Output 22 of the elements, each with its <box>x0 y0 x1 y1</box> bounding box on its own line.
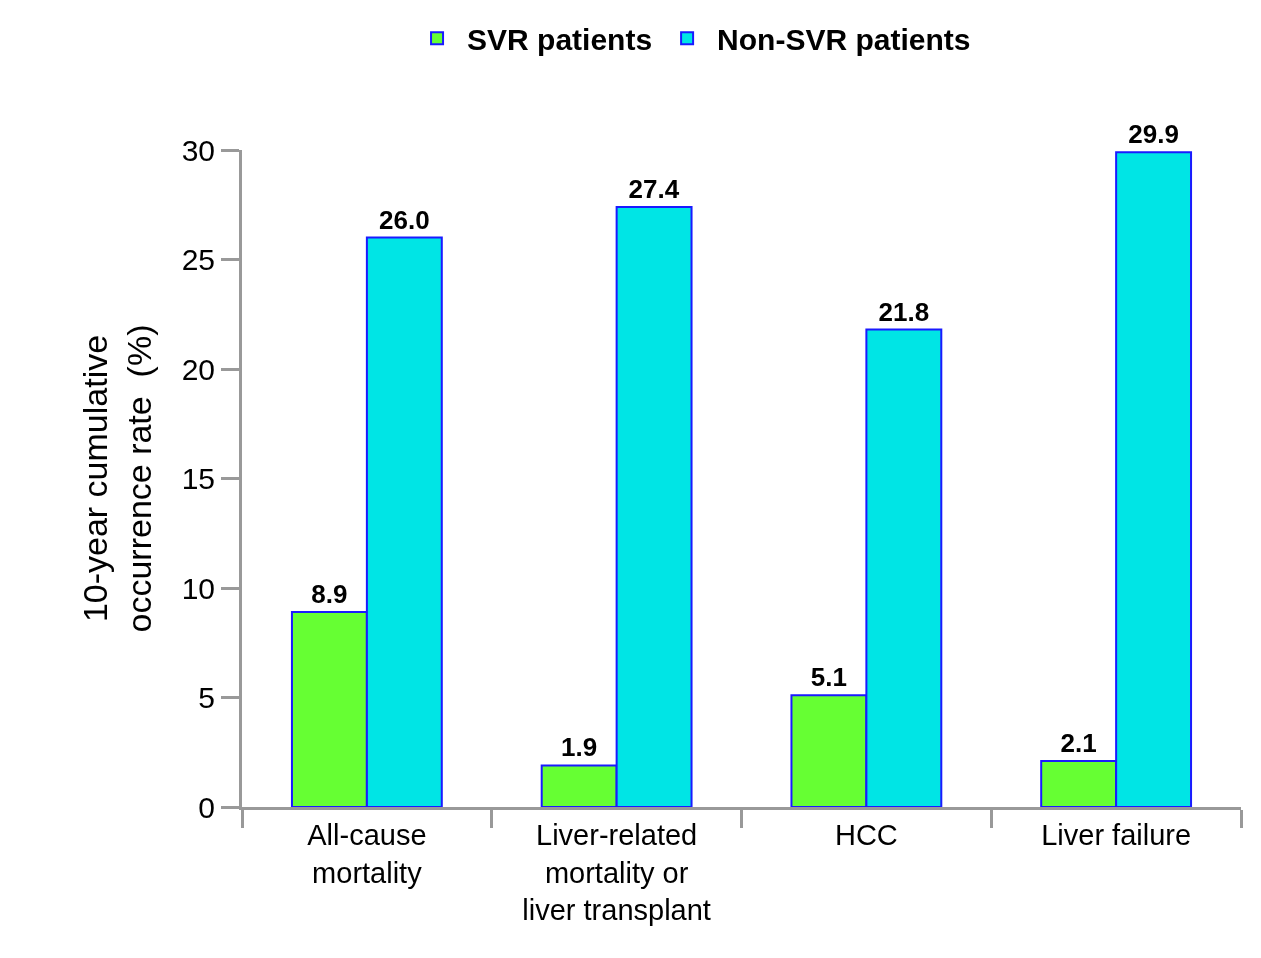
data-label: 29.9 <box>1128 119 1179 150</box>
x-tick-label: All-cause mortality <box>307 818 427 889</box>
legend-label: Non-SVR patients <box>717 23 971 57</box>
y-tick-label: 20 <box>181 352 215 386</box>
legend-label: SVR patients <box>467 23 653 57</box>
x-tick-label: Liver failure <box>1041 818 1192 851</box>
data-label: 8.9 <box>311 579 348 610</box>
y-tick-label: 30 <box>181 133 215 167</box>
y-tick-label: 25 <box>181 243 215 276</box>
data-label: 1.9 <box>561 732 598 763</box>
y-tick-label: 5 <box>198 681 215 714</box>
y-tick-label: 10 <box>181 571 215 605</box>
data-label: 5.1 <box>810 662 847 693</box>
y-tick-label: 15 <box>181 462 215 495</box>
data-label: 21.8 <box>878 296 930 327</box>
data-label: 2.1 <box>1060 728 1097 759</box>
x-tick-label: HCC <box>834 818 898 851</box>
x-tick-label: Liver-related mortality or liver transplant <box>522 818 711 927</box>
y-axis-title: 10-year cumulative occurrence rate (%) <box>76 324 159 633</box>
data-label: 26.0 <box>379 204 430 235</box>
y-tick-label: 0 <box>198 790 215 824</box>
data-label: 27.4 <box>628 173 680 204</box>
